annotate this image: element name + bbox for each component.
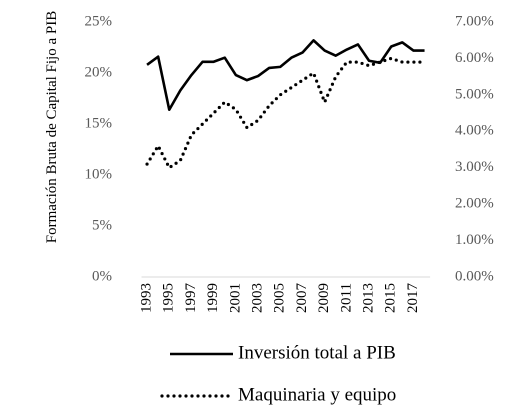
- x-tick-label: 2003: [249, 283, 265, 313]
- y2-tick-label: 4.00%: [455, 123, 494, 139]
- x-tick-label: 2001: [227, 283, 243, 313]
- y2-tick-label: 5.00%: [455, 86, 494, 102]
- x-tick-label: 2009: [316, 283, 332, 313]
- y-tick-label: 10%: [85, 166, 113, 182]
- y-tick-label: 15%: [85, 115, 113, 131]
- x-tick-label: 2007: [294, 283, 310, 314]
- y2-tick-label: 7.00%: [455, 13, 494, 29]
- x-tick-label: 1993: [138, 283, 154, 313]
- x-tick-label: 2015: [383, 283, 399, 313]
- data-line: [145, 56, 427, 170]
- y2-tick-label: 2.00%: [455, 196, 494, 212]
- y-tick-label: 25%: [85, 13, 113, 29]
- x-tick-label: 1999: [205, 283, 221, 313]
- y2-tick-label: 3.00%: [455, 159, 494, 175]
- x-tick-label: 2005: [272, 283, 288, 313]
- y-tick-label: 0%: [92, 268, 112, 284]
- x-tick-label: 2011: [338, 283, 354, 312]
- x-tick-label: 2013: [360, 283, 376, 313]
- y2-tick-label: 0.00%: [455, 268, 494, 284]
- y-tick-label: 20%: [85, 64, 113, 80]
- x-tick-label: 1997: [183, 283, 199, 314]
- legend-label: Inversión total a PIB: [238, 342, 396, 363]
- x-tick-label: 1995: [161, 283, 177, 313]
- y2-tick-label: 6.00%: [455, 50, 494, 66]
- legend-label: Maquinaria y equipo: [238, 384, 396, 405]
- y-axis-label: Formación Bruta de Capital Fijo a PIB: [44, 10, 60, 244]
- y-tick-label: 5%: [92, 217, 112, 233]
- data-line: [146, 39, 425, 112]
- x-tick-label: 2017: [405, 283, 421, 314]
- y2-tick-label: 1.00%: [455, 232, 494, 248]
